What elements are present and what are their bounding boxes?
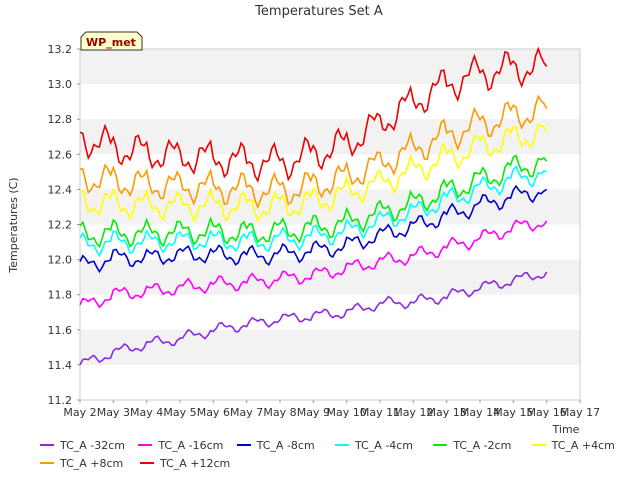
y-tick-label: 11.8 xyxy=(48,289,73,302)
legend-row: TC_A -32cm TC_A -16cm TC_A -8cm TC_A -4cm TC… xyxy=(40,436,630,454)
legend-label: TC_A +4cm xyxy=(551,438,615,452)
series-line-6 xyxy=(79,122,548,223)
legend-item: TC_A -16cm xyxy=(138,439,236,452)
y-axis: 11.2 11.4 11.6 11.8 12.0 12.2 12.4 12.6 12.8 13.0… xyxy=(48,43,80,407)
series-line-7 xyxy=(79,94,548,210)
legend-item: TC_A -4cm xyxy=(334,438,433,452)
legend: TC_A -32cm TC_A -16cm TC_A -8cm TC_A -4cm TC… xyxy=(40,436,630,472)
series-lines xyxy=(79,46,548,366)
y-tick-label: 12.8 xyxy=(48,113,73,126)
y-tick-label: 12.6 xyxy=(48,148,73,161)
x-tick-label: May 4 xyxy=(130,406,163,419)
series-line-4 xyxy=(79,165,547,258)
series-line-2 xyxy=(79,219,548,309)
legend-row: TC_A +8cm TC_A +12cm xyxy=(40,454,630,472)
series-line-1 xyxy=(79,271,548,366)
annotation-label: WP_met xyxy=(86,36,136,49)
chart-title: Temperatures Set A xyxy=(254,4,383,19)
legend-swatch xyxy=(531,444,546,446)
legend-item: TC_A -32cm xyxy=(40,439,138,452)
grid-band xyxy=(80,329,580,365)
legend-label: TC_A -4cm xyxy=(354,438,413,452)
series-line-8 xyxy=(79,46,548,184)
legend-item: TC_A -8cm xyxy=(236,438,335,452)
legend-item: TC_A -2cm xyxy=(433,439,531,452)
legend-label: TC_A +12cm xyxy=(160,456,231,470)
x-tick-label: May 6 xyxy=(197,406,230,419)
y-tick-label: 11.6 xyxy=(48,324,73,337)
legend-label: TC_A -8cm xyxy=(256,438,315,452)
legend-label: TC_A +8cm xyxy=(60,456,124,470)
grid-band xyxy=(80,49,580,85)
legend-label: TC_A -16cm xyxy=(158,438,224,452)
x-tick-label: May 10 xyxy=(327,406,367,419)
series-line-3 xyxy=(79,184,548,274)
x-tick-label: May 13 xyxy=(427,406,467,419)
series-line-5 xyxy=(79,154,548,249)
y-tick-label: 12.2 xyxy=(48,219,73,232)
legend-item: TC_A +4cm xyxy=(531,438,630,452)
legend-swatch xyxy=(40,444,54,446)
legend-label: TC_A -32cm xyxy=(60,438,126,452)
legend-swatch xyxy=(236,444,251,446)
x-axis-label: Time xyxy=(552,423,580,436)
grid-band xyxy=(80,259,580,295)
x-tick-label: May 3 xyxy=(97,406,130,419)
x-tick-label: May 8 xyxy=(263,406,296,419)
legend-swatch xyxy=(138,444,153,446)
x-tick-label: May 12 xyxy=(393,406,433,419)
grid-band xyxy=(80,119,580,155)
legend-swatch xyxy=(140,462,154,464)
x-tick-label: May 11 xyxy=(360,406,400,419)
legend-item: TC_A +8cm xyxy=(40,457,140,470)
x-tick-label: May 17 xyxy=(560,406,600,419)
y-tick-label: 13.0 xyxy=(48,78,73,91)
x-axis: May 2 May 3 May 4 May 5 May 6 May 7 May 8 May 9… xyxy=(63,400,600,419)
x-tick-label: May 14 xyxy=(460,406,500,419)
y-tick-label: 11.4 xyxy=(48,359,73,372)
legend-swatch xyxy=(40,462,54,464)
y-tick-label: 12.0 xyxy=(48,254,73,267)
y-tick-label: 12.4 xyxy=(48,183,73,196)
x-tick-label: May 15 xyxy=(493,406,533,419)
legend-swatch xyxy=(433,444,448,446)
y-tick-label: 11.2 xyxy=(48,394,73,407)
x-tick-label: May 9 xyxy=(297,406,330,419)
legend-item: TC_A +12cm xyxy=(140,457,240,470)
x-tick-label: May 7 xyxy=(230,406,263,419)
x-tick-label: May 16 xyxy=(527,406,567,419)
y-tick-label: 13.2 xyxy=(48,43,73,56)
legend-swatch xyxy=(334,444,349,446)
annotation-badge: WP_met xyxy=(80,31,143,51)
legend-label: TC_A -2cm xyxy=(453,438,512,452)
y-axis-label: Temperatures (C) xyxy=(7,177,20,273)
x-tick-label: May 2 xyxy=(63,406,96,419)
x-tick-label: May 5 xyxy=(163,406,196,419)
